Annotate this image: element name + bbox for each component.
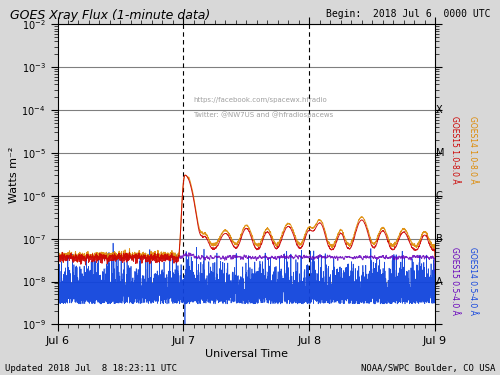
Text: Updated 2018 Jul  8 18:23:11 UTC: Updated 2018 Jul 8 18:23:11 UTC xyxy=(5,364,177,373)
X-axis label: Universal Time: Universal Time xyxy=(205,349,288,359)
Text: Begin:  2018 Jul 6  0000 UTC: Begin: 2018 Jul 6 0000 UTC xyxy=(326,9,490,20)
Text: NOAA/SWPC Boulder, CO USA: NOAA/SWPC Boulder, CO USA xyxy=(360,364,495,373)
Text: GOES15 0.5-4.0 Å: GOES15 0.5-4.0 Å xyxy=(450,248,460,315)
Text: GOES14 1.0-8.0 Å: GOES14 1.0-8.0 Å xyxy=(468,116,477,184)
Text: GOES15 1.0-8.0 Å: GOES15 1.0-8.0 Å xyxy=(450,116,460,184)
Text: Twitter: @NW7US and @hfradiospacews: Twitter: @NW7US and @hfradiospacews xyxy=(194,112,334,118)
Text: B: B xyxy=(436,234,442,244)
Y-axis label: Watts m⁻²: Watts m⁻² xyxy=(8,146,18,202)
Text: X: X xyxy=(436,105,442,115)
Text: C: C xyxy=(436,191,442,201)
Text: A: A xyxy=(436,276,442,286)
Text: GOES Xray Flux (1-minute data): GOES Xray Flux (1-minute data) xyxy=(10,9,210,22)
Text: GOES14 0.5-4.0 Å: GOES14 0.5-4.0 Å xyxy=(468,248,477,315)
Text: https://facebook.com/spacewx.hfradio: https://facebook.com/spacewx.hfradio xyxy=(194,98,327,104)
Text: M: M xyxy=(436,148,444,158)
